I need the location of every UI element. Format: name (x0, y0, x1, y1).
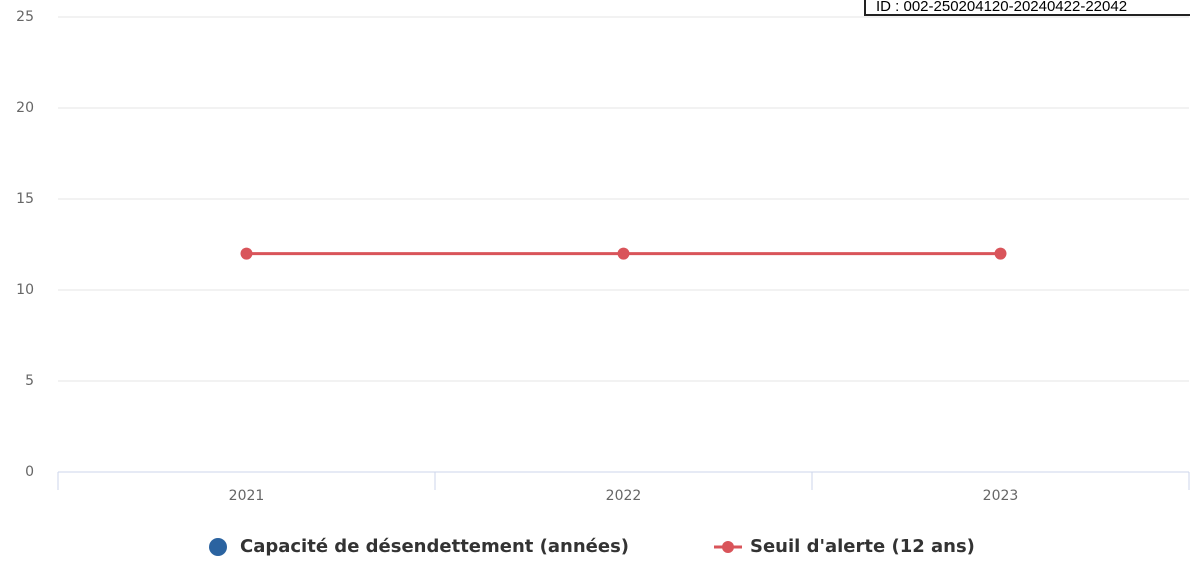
x-tick-label: 2023 (983, 488, 1019, 504)
legend-marker (209, 538, 227, 556)
legend-label: Seuil d'alerte (12 ans) (750, 536, 975, 557)
y-tick-label: 0 (25, 464, 34, 480)
y-tick-label: 15 (16, 191, 34, 207)
stamp: ID : 002-250204120-20240422-22042 (864, 0, 1190, 16)
y-tick-label: 25 (16, 9, 34, 25)
y-tick-label: 5 (25, 373, 34, 389)
x-tick-label: 2021 (229, 488, 265, 504)
legend-label: Capacité de désendettement (années) (240, 536, 629, 557)
y-tick-label: 20 (16, 100, 34, 116)
y-tick-label: 10 (16, 282, 34, 298)
data-point (240, 247, 253, 260)
data-point (617, 247, 630, 260)
data-point (994, 247, 1007, 260)
x-tick-label: 2022 (606, 488, 642, 504)
legend-marker (722, 541, 734, 553)
